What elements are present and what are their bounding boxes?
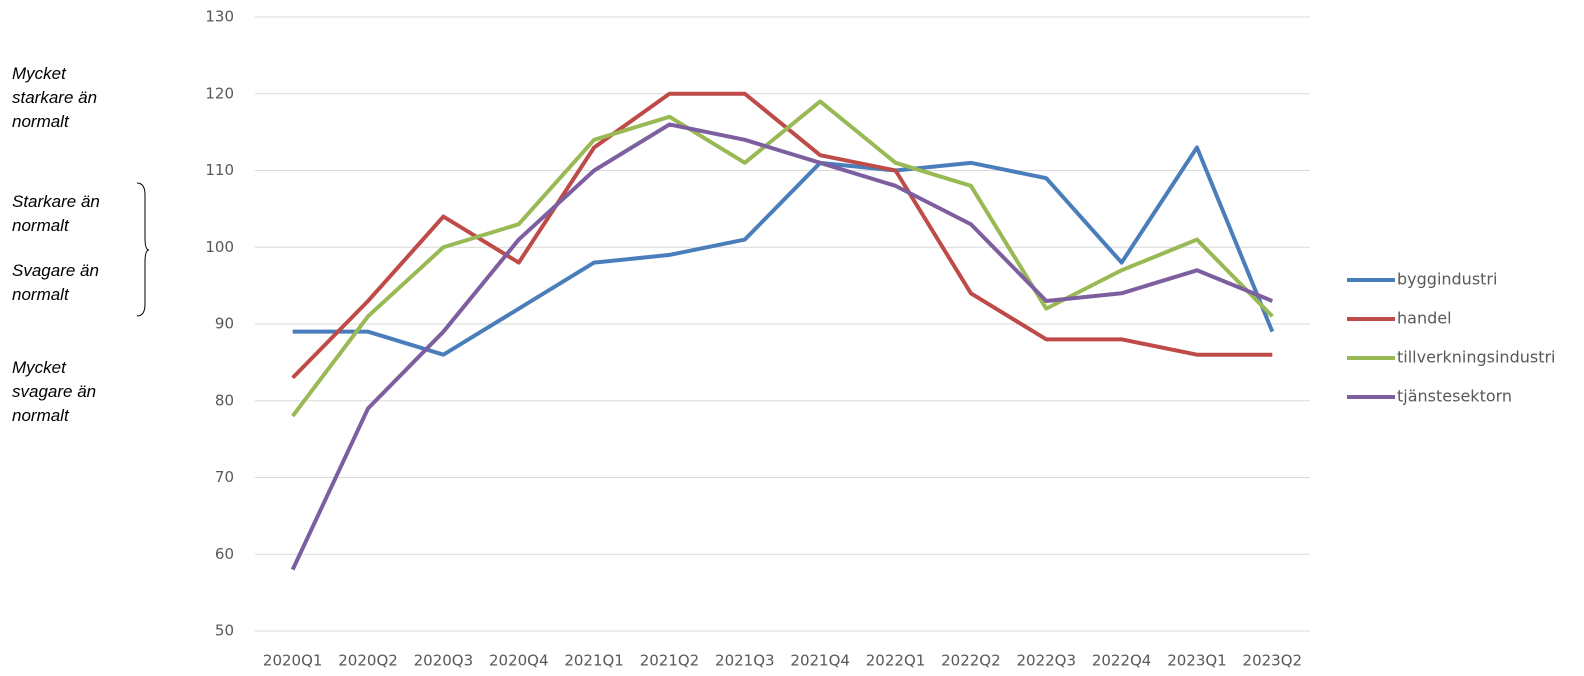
legend-label: tjänstesektorn <box>1397 387 1512 406</box>
y-tick-label: 50 <box>215 622 234 640</box>
x-tick-label: 2020Q2 <box>338 652 398 670</box>
x-tick-label: 2022Q1 <box>866 652 926 670</box>
x-tick-label: 2023Q1 <box>1167 652 1227 670</box>
x-tick-label: 2022Q4 <box>1092 652 1152 670</box>
legend-label: tillverkningsindustri <box>1397 348 1556 367</box>
annotation: Starkare än normalt <box>12 192 100 235</box>
x-tick-label: 2021Q3 <box>715 652 775 670</box>
x-tick-label: 2020Q4 <box>489 652 549 670</box>
y-tick-label: 110 <box>205 161 234 179</box>
y-tick-label: 120 <box>205 84 234 102</box>
x-tick-label: 2022Q2 <box>941 652 1001 670</box>
annotation-bracket <box>136 182 150 317</box>
x-tick-label: 2020Q1 <box>263 652 323 670</box>
legend-label: byggindustri <box>1397 270 1497 289</box>
series-line <box>291 99 1274 418</box>
x-tick-label: 2021Q2 <box>640 652 700 670</box>
x-tick-label: 2020Q3 <box>414 652 474 670</box>
x-tick-label: 2023Q2 <box>1243 652 1303 670</box>
annotation: Svagare än normalt <box>12 261 99 304</box>
y-tick-label: 60 <box>215 545 234 563</box>
x-tick-label: 2021Q4 <box>790 652 850 670</box>
series-line <box>291 91 1273 380</box>
legend-label: handel <box>1397 309 1452 328</box>
annotation: Mycket starkare än normalt <box>12 64 98 131</box>
x-tick-label: 2022Q3 <box>1016 652 1076 670</box>
y-tick-label: 130 <box>205 8 234 26</box>
annotation: Mycket svagare än normalt <box>12 358 97 425</box>
y-tick-label: 100 <box>205 238 234 256</box>
y-tick-label: 80 <box>215 391 234 409</box>
y-tick-label: 70 <box>215 468 234 486</box>
series-line <box>290 122 1274 571</box>
y-tick-label: 90 <box>215 315 234 333</box>
series-line <box>292 145 1275 357</box>
x-tick-label: 2021Q1 <box>564 652 624 670</box>
